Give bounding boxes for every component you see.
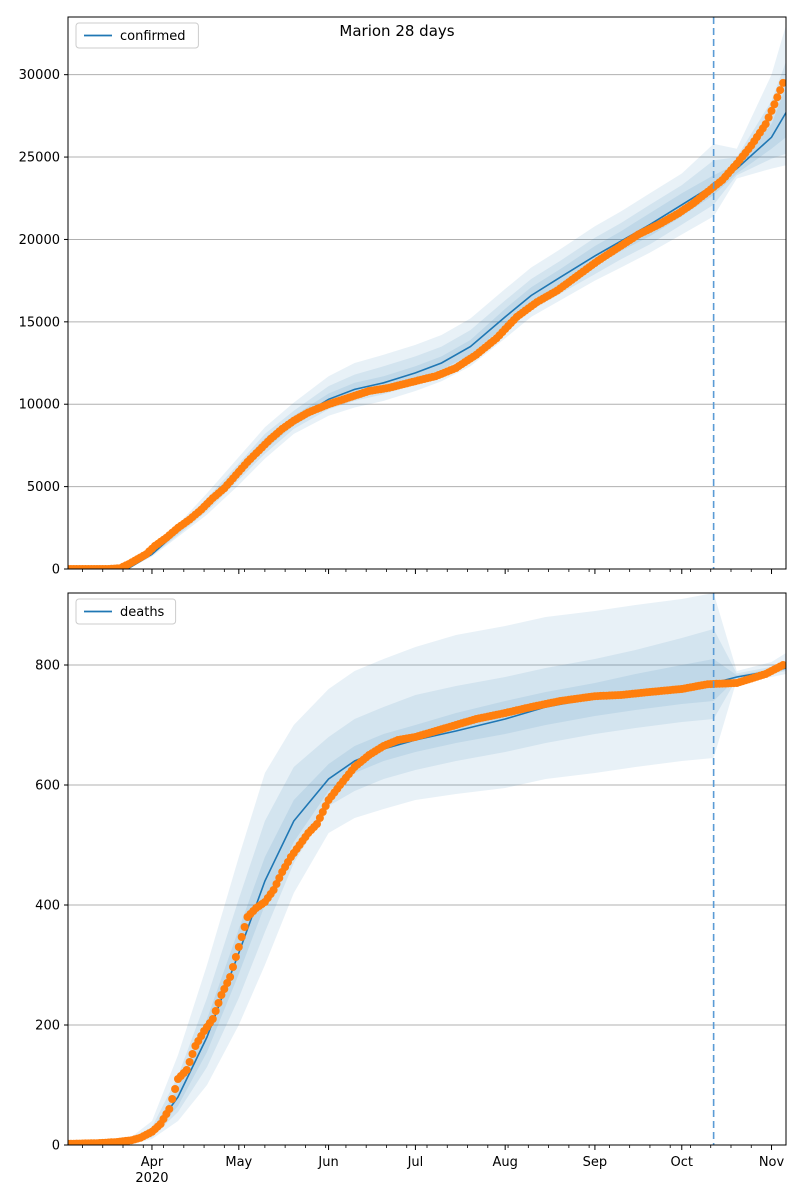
observed-point [231, 953, 240, 961]
observed-point [313, 820, 321, 828]
confirmed-panel: 0 5000 10000 15000 20000 25000 30000 confirmed [19, 16, 787, 578]
plot-area [68, 25, 786, 569]
observed-point [185, 1058, 194, 1066]
uncertainty-band [68, 593, 786, 1145]
x-tick-label: Apr [141, 1155, 164, 1170]
observed-point [272, 880, 281, 888]
observed-point [229, 963, 237, 971]
observed-point [767, 106, 776, 115]
x-tick-label: Jun [317, 1155, 338, 1170]
legend-label: deaths [120, 605, 165, 620]
x-tick-label: Jul [407, 1155, 424, 1170]
observed-point [240, 923, 249, 931]
observed-point [773, 93, 782, 102]
observed-point [761, 120, 770, 129]
observed-point [214, 999, 223, 1007]
legend-label: confirmed [120, 29, 186, 44]
observed-point [779, 78, 786, 87]
observed-point [770, 100, 779, 109]
observed-point [764, 113, 773, 122]
y-tick-label: 30000 [19, 68, 60, 83]
chart-title: Marion 28 days [339, 22, 454, 40]
observed-point [318, 808, 327, 816]
y-tick-label: 600 [35, 779, 60, 794]
x-tick-label: Nov [759, 1155, 785, 1170]
observed-point [217, 991, 226, 999]
observed-point [234, 943, 243, 951]
observed-point [168, 1095, 177, 1103]
observed-point [188, 1050, 197, 1058]
observed-point [321, 802, 330, 810]
observed-point [275, 874, 284, 882]
observed-point [269, 886, 278, 894]
legend: confirmed [75, 22, 199, 49]
y-tick-label: 25000 [19, 151, 60, 166]
x-tick-sublabel: 2020 [135, 1171, 168, 1186]
observed-point [208, 1015, 217, 1023]
observed-point [165, 1105, 174, 1113]
y-tick-label: 5000 [27, 480, 60, 495]
y-tick-label: 10000 [19, 398, 60, 413]
y-tick-label: 400 [35, 899, 60, 914]
observed-point [776, 86, 785, 95]
x-tick-label: Oct [671, 1155, 693, 1170]
axes-frame [67, 16, 787, 570]
observed-point [182, 1066, 191, 1074]
observed-point [223, 979, 232, 987]
y-tick-label: 0 [52, 563, 60, 578]
x-tick-label: Aug [492, 1155, 517, 1170]
observed-point [779, 661, 786, 669]
observed-point [171, 1085, 180, 1093]
observed-point [220, 985, 229, 993]
observed-point [315, 814, 324, 822]
observed-point [226, 973, 235, 981]
observed-point [237, 933, 246, 941]
x-tick-label: May [225, 1155, 252, 1170]
axes-frame [67, 592, 787, 1146]
y-tick-label: 800 [35, 659, 60, 674]
y-tick-label: 200 [35, 1019, 60, 1034]
y-tick-label: 15000 [19, 315, 60, 330]
observed-point [211, 1007, 220, 1015]
plot-area [68, 593, 786, 1145]
y-tick-label: 0 [52, 1139, 60, 1154]
y-tick-label: 20000 [19, 233, 60, 248]
legend: deaths [75, 598, 177, 625]
x-tick-label: Sep [583, 1155, 608, 1170]
